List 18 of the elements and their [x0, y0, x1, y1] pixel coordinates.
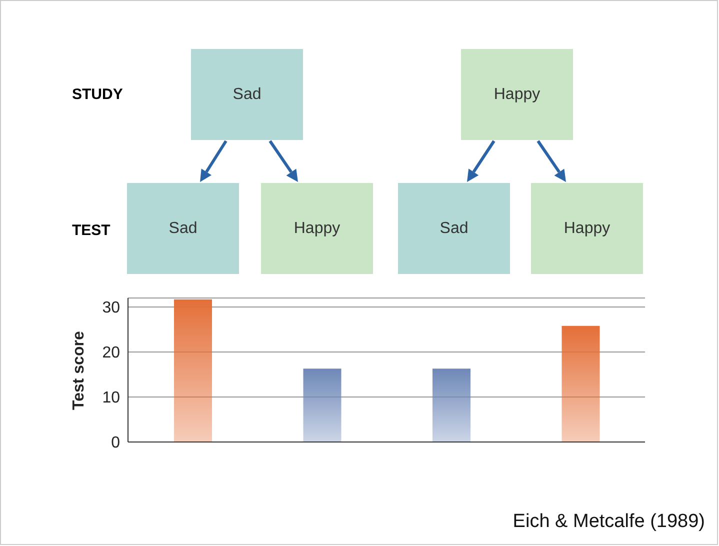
bar [432, 368, 470, 442]
y-tick-label: 20 [102, 344, 120, 362]
text: Sad [398, 183, 510, 274]
bar [303, 368, 342, 442]
text: STUDY [72, 86, 123, 103]
bar [174, 299, 212, 442]
text: Sad [191, 49, 303, 140]
text: Sad [127, 183, 239, 274]
text: TEST [72, 222, 110, 239]
y-tick-label: 0 [111, 434, 120, 452]
y-tick-label: 10 [102, 390, 120, 407]
bar [562, 326, 600, 442]
text: Happy [261, 183, 373, 274]
text: Happy [461, 49, 573, 140]
text: Happy [531, 183, 643, 274]
y-tick-label: 30 [102, 300, 120, 317]
text: Eich & Metcalfe (1989) [512, 511, 705, 533]
y-axis-title: Test score [70, 331, 88, 410]
